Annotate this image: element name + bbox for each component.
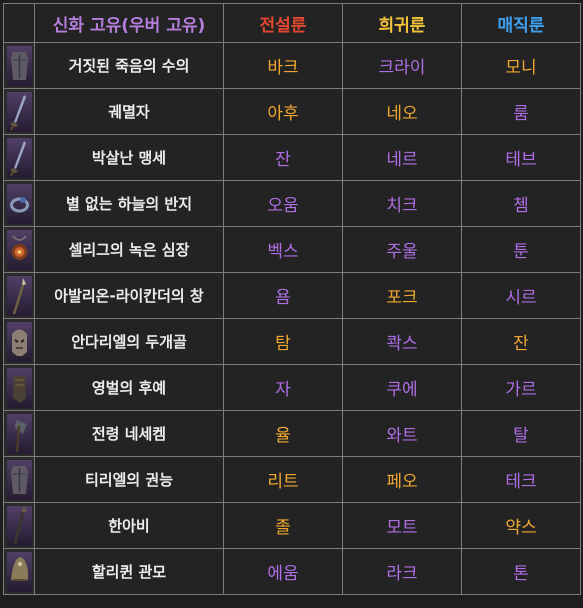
magic-rune: 테크 (461, 456, 581, 503)
ring-icon (6, 183, 32, 224)
item-name: 티리엘의 권능 (34, 456, 224, 503)
magic-rune: 잔 (461, 318, 581, 365)
table-row: 전령 네세켐 율 와트 탈 (3, 410, 581, 457)
rare-rune: 와트 (342, 410, 462, 457)
item-name: 아발리온-라이칸더의 창 (34, 272, 224, 319)
magic-rune: 쳄 (461, 180, 581, 227)
rune-table: 신화 고유(우버 고유) 전설룬 희귀룬 매직룬 거짓된 죽음의 수의 바크 크라이… (3, 3, 581, 595)
axe-icon (6, 413, 32, 454)
legendary-rune: 졸 (223, 502, 343, 549)
item-icon-cell (3, 502, 35, 549)
item-name: 안다리엘의 두개골 (34, 318, 224, 365)
legendary-rune: 리트 (223, 456, 343, 503)
magic-rune: 툰 (461, 226, 581, 273)
legendary-rune: 잔 (223, 134, 343, 181)
table-row: 궤멸자 아후 네오 룸 (3, 88, 581, 135)
spear-icon (6, 275, 32, 316)
armor-icon (6, 459, 32, 500)
rare-rune: 라크 (342, 548, 462, 595)
item-icon-cell (3, 318, 35, 365)
rare-rune: 크라이 (342, 42, 462, 89)
legendary-rune: 바크 (223, 42, 343, 89)
item-icon-cell (3, 272, 35, 319)
magic-rune: 모니 (461, 42, 581, 89)
item-icon-cell (3, 226, 35, 273)
item-name: 박살난 맹세 (34, 134, 224, 181)
sword-icon (6, 137, 32, 178)
item-name: 궤멸자 (34, 88, 224, 135)
magic-rune: 탈 (461, 410, 581, 457)
item-icon-cell (3, 548, 35, 595)
magic-rune: 가르 (461, 364, 581, 411)
item-icon-cell (3, 88, 35, 135)
item-name: 별 없는 하늘의 반지 (34, 180, 224, 227)
cap-icon (6, 551, 32, 592)
item-name: 할리퀸 관모 (34, 548, 224, 595)
legendary-rune: 율 (223, 410, 343, 457)
rare-rune: 콱스 (342, 318, 462, 365)
header-magic: 매직룬 (461, 3, 581, 43)
rare-rune: 포크 (342, 272, 462, 319)
rare-rune: 치크 (342, 180, 462, 227)
magic-rune: 톤 (461, 548, 581, 595)
magic-rune: 테브 (461, 134, 581, 181)
amulet-icon (6, 229, 32, 270)
helmet-icon (6, 321, 32, 362)
legendary-rune: 자 (223, 364, 343, 411)
header-legendary: 전설룬 (223, 3, 343, 43)
table-row: 티리엘의 권능 리트 페오 테크 (3, 456, 581, 503)
item-icon-cell (3, 410, 35, 457)
table-row: 할리퀸 관모 에움 라크 톤 (3, 548, 581, 595)
header-icon-cell (3, 3, 35, 43)
staff-icon (6, 505, 32, 546)
rare-rune: 주울 (342, 226, 462, 273)
magic-rune: 시르 (461, 272, 581, 319)
armor-icon (6, 45, 32, 86)
item-name: 거짓된 죽음의 수의 (34, 42, 224, 89)
sword-icon (6, 91, 32, 132)
header-item: 신화 고유(우버 고유) (34, 3, 224, 43)
table-row: 박살난 맹세 잔 네르 테브 (3, 134, 581, 181)
item-name: 전령 네세켐 (34, 410, 224, 457)
legendary-rune: 욤 (223, 272, 343, 319)
table-row: 별 없는 하늘의 반지 오움 치크 쳄 (3, 180, 581, 227)
table-row: 한아비 졸 모트 약스 (3, 502, 581, 549)
legendary-rune: 아후 (223, 88, 343, 135)
table-row: 영벌의 후예 자 쿠에 가르 (3, 364, 581, 411)
legendary-rune: 벡스 (223, 226, 343, 273)
table-row: 거짓된 죽음의 수의 바크 크라이 모니 (3, 42, 581, 89)
magic-rune: 약스 (461, 502, 581, 549)
header-row: 신화 고유(우버 고유) 전설룬 희귀룬 매직룬 (3, 3, 581, 43)
table-row: 아발리온-라이칸더의 창 욤 포크 시르 (3, 272, 581, 319)
table-row: 셀리그의 녹은 심장 벡스 주울 툰 (3, 226, 581, 273)
header-rare: 희귀룬 (342, 3, 462, 43)
rare-rune: 모트 (342, 502, 462, 549)
rare-rune: 쿠에 (342, 364, 462, 411)
legendary-rune: 탐 (223, 318, 343, 365)
rare-rune: 페오 (342, 456, 462, 503)
rune-table-frame: 신화 고유(우버 고유) 전설룬 희귀룬 매직룬 거짓된 죽음의 수의 바크 크라이… (3, 3, 581, 605)
item-name: 한아비 (34, 502, 224, 549)
legendary-rune: 오움 (223, 180, 343, 227)
legendary-rune: 에움 (223, 548, 343, 595)
item-icon-cell (3, 42, 35, 89)
item-icon-cell (3, 134, 35, 181)
item-icon-cell (3, 180, 35, 227)
magic-rune: 룸 (461, 88, 581, 135)
item-icon-cell (3, 364, 35, 411)
rare-rune: 네르 (342, 134, 462, 181)
item-name: 영벌의 후예 (34, 364, 224, 411)
rare-rune: 네오 (342, 88, 462, 135)
gloves-icon (6, 367, 32, 408)
table-row: 안다리엘의 두개골 탐 콱스 잔 (3, 318, 581, 365)
item-icon-cell (3, 456, 35, 503)
item-name: 셀리그의 녹은 심장 (34, 226, 224, 273)
